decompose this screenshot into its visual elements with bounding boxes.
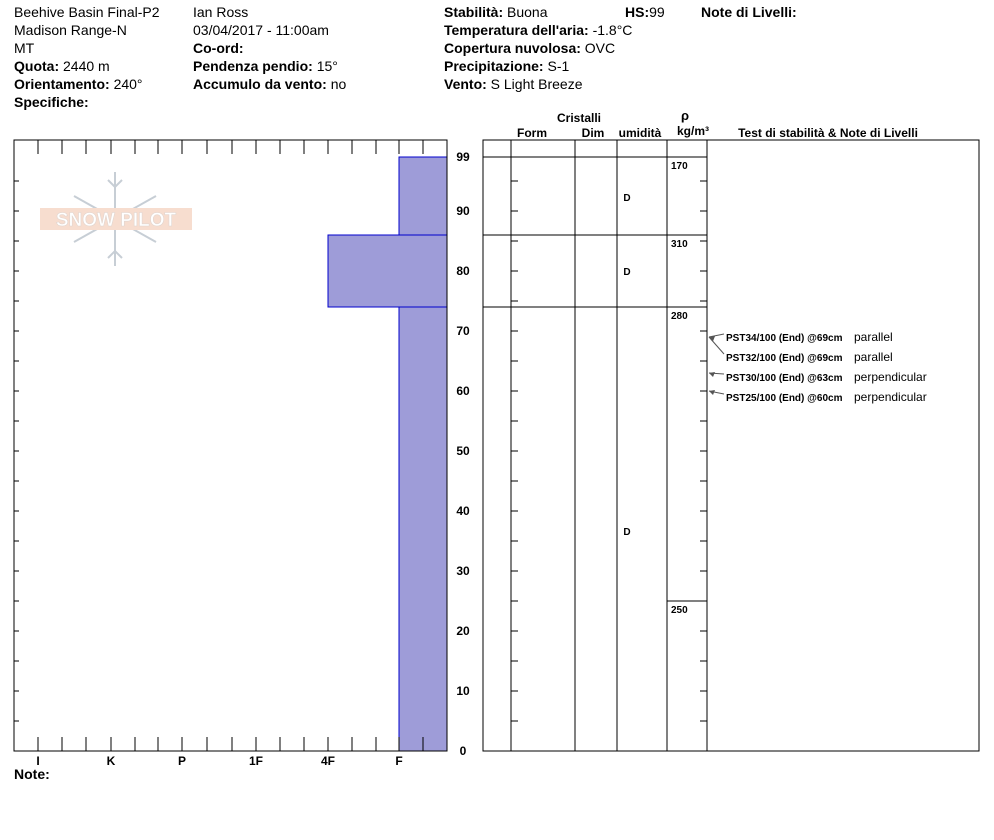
density-value: 250 <box>671 605 688 616</box>
test-arrow <box>708 333 725 338</box>
hardness-panel-frame <box>13 139 448 752</box>
moisture-value: D <box>623 193 630 204</box>
air-temp-label: Temperatura dell'aria: <box>444 22 589 38</box>
location-line-2: Madison Range-N <box>14 22 127 38</box>
cloud-field: Copertura nuvolosa: OVC <box>444 39 615 57</box>
height-tick-label: 90 <box>456 204 470 218</box>
test-note: perpendicular <box>854 370 927 384</box>
height-tick-label: 60 <box>456 384 470 398</box>
hardness-layer-bar <box>398 156 448 236</box>
hardness-tick-label: I <box>36 754 39 768</box>
density-rho-header: ρ <box>681 108 689 123</box>
observer-name: Ian Ross <box>193 4 249 20</box>
hardness-tick-label: 4F <box>321 754 335 768</box>
height-tick-label: 70 <box>456 324 470 338</box>
aspect-label: Orientamento: <box>14 76 110 92</box>
moisture-value: D <box>623 527 630 538</box>
stability-field: Stabilità: Buona <box>444 3 548 21</box>
aspect-value: 240° <box>113 76 143 92</box>
moisture-value: D <box>623 267 630 278</box>
height-tick-label: 30 <box>456 564 470 578</box>
test-note: parallel <box>854 330 893 344</box>
height-tick-label: 50 <box>456 444 470 458</box>
test-arrow-head <box>709 372 715 377</box>
hardness-tick-label: P <box>178 754 186 768</box>
elevation-value: 2440 m <box>63 58 110 74</box>
test-arrow-head <box>709 390 715 395</box>
hs-label: HS: <box>625 4 650 20</box>
hardness-tick-label: 1F <box>249 754 263 768</box>
air-temp-field: Temperatura dell'aria: -1.8°C <box>444 21 632 39</box>
tests-header: Test di stabilità & Note di Livelli <box>738 126 918 140</box>
hardness-tick-label: F <box>395 754 402 768</box>
coord-label: Co-ord: <box>193 40 244 56</box>
elevation-field: Quota: 2440 m <box>14 57 110 75</box>
slope-label: Pendenza pendio: <box>193 58 313 74</box>
test-label: PST25/100 (End) @60cm <box>726 393 843 404</box>
test-note: parallel <box>854 350 893 364</box>
wind-field: Vento: S Light Breeze <box>444 75 583 93</box>
footer-note-label: Note: <box>14 766 50 782</box>
hardness-layer-bar <box>398 306 448 752</box>
height-tick-label: 10 <box>456 684 470 698</box>
precip-label: Precipitazione: <box>444 58 544 74</box>
height-tick-label: 20 <box>456 624 470 638</box>
hs-value: 99 <box>649 4 665 20</box>
moisture-header: umidità <box>619 126 662 140</box>
test-label: PST30/100 (End) @63cm <box>726 373 843 384</box>
dim-header: Dim <box>582 126 605 140</box>
stability-value: Buona <box>507 4 548 20</box>
wind-load-field: Accumulo da vento: no <box>193 75 346 93</box>
cloud-label: Copertura nuvolosa: <box>444 40 581 56</box>
test-label: PST32/100 (End) @69cm <box>726 353 843 364</box>
cloud-value: OVC <box>584 40 616 56</box>
observation-datetime: 03/04/2017 - 11:00am <box>193 22 329 38</box>
hardness-tick-label: K <box>107 754 116 768</box>
wind-label: Vento: <box>444 76 487 92</box>
density-unit-header: kg/m³ <box>677 124 709 138</box>
location-line-3: MT <box>14 40 35 56</box>
hardness-layer-bar <box>327 234 448 308</box>
height-tick-label: 80 <box>456 264 470 278</box>
stability-label: Stabilità: <box>444 4 504 20</box>
test-arrow-head <box>709 336 715 341</box>
logo-text: SNOW PILOT <box>56 210 177 231</box>
profile-table-frame <box>482 139 980 752</box>
precip-value: S-1 <box>547 58 570 74</box>
density-value: 280 <box>671 311 688 322</box>
precip-field: Precipitazione: S-1 <box>444 57 569 75</box>
form-header: Form <box>517 126 547 140</box>
wind-load-value: no <box>330 76 347 92</box>
aspect-field: Orientamento: 240° <box>14 75 143 93</box>
height-tick-label: 40 <box>456 504 470 518</box>
location-line-1: Beehive Basin Final-P2 <box>14 4 160 20</box>
crystals-header: Cristalli <box>557 111 601 125</box>
air-temp-value: -1.8°C <box>592 22 633 38</box>
slope-value: 15° <box>316 58 338 74</box>
specifics-label: Specifiche: <box>14 94 89 110</box>
slope-field: Pendenza pendio: 15° <box>193 57 338 75</box>
test-arrow <box>708 336 725 355</box>
test-note: perpendicular <box>854 390 927 404</box>
snowpilot-logo: SNOW PILOT <box>40 172 192 266</box>
hs-field: HS:99 <box>625 3 665 21</box>
wind-value: S Light Breeze <box>490 76 583 92</box>
layer-notes-title: Note di Livelli: <box>701 4 797 20</box>
elevation-label: Quota: <box>14 58 60 74</box>
test-label: PST34/100 (End) @69cm <box>726 333 843 344</box>
density-value: 310 <box>671 239 688 250</box>
height-tick-label: 0 <box>460 744 467 758</box>
wind-load-label: Accumulo da vento: <box>193 76 327 92</box>
density-value: 170 <box>671 161 688 172</box>
height-tick-label: 99 <box>456 150 470 164</box>
